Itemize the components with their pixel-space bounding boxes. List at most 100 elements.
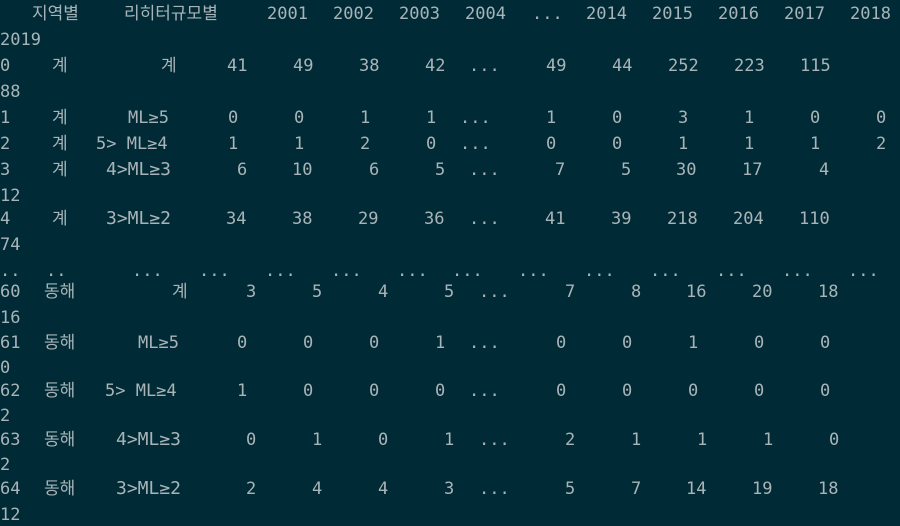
ellipsis-cell: ... [716, 261, 747, 281]
table-cell: 38 [359, 56, 380, 76]
table-cell: 0 [820, 381, 831, 401]
table-cell: 0 [622, 381, 633, 401]
row-wrap: 12 [0, 186, 21, 206]
row-wrap: 0 [0, 358, 11, 378]
table-cell: 0 [622, 333, 633, 353]
table-cell: ... [469, 160, 500, 180]
table-cell: ... [469, 56, 500, 76]
ellipsis-cell: ... [397, 261, 428, 281]
table-cell: 0 [369, 333, 380, 353]
table-cell: 0 [688, 381, 699, 401]
ellipsis-cell: ... [584, 261, 615, 281]
table-cell: 18 [818, 479, 839, 499]
header-year: 2001 [267, 4, 308, 24]
row-region: 동해 [44, 282, 76, 302]
ellipsis-cell: ... [265, 261, 296, 281]
table-cell: 0 [546, 134, 557, 154]
table-cell: 20 [752, 282, 773, 302]
table-cell: 5 [621, 160, 632, 180]
table-cell: 0 [612, 134, 623, 154]
table-cell: 0 [829, 430, 840, 450]
table-cell: 14 [686, 479, 707, 499]
table-cell: 17 [742, 160, 763, 180]
ellipsis-cell: ... [199, 261, 230, 281]
row-magnitude: 4>ML≥3 [106, 159, 172, 180]
table-cell: 29 [358, 209, 379, 229]
table-cell: 252 [668, 56, 699, 76]
ellipsis-cell: ... [650, 261, 681, 281]
table-cell: ... [479, 479, 510, 499]
table-cell: 7 [631, 479, 642, 499]
table-cell: 2 [360, 134, 371, 154]
table-cell: 1 [697, 430, 708, 450]
table-cell: 0 [303, 333, 314, 353]
header-year: 2016 [718, 4, 759, 24]
table-cell: 10 [292, 160, 313, 180]
table-cell: 1 [631, 430, 642, 450]
row-region: 동해 [44, 381, 76, 401]
ellipsis-cell: ... [331, 261, 362, 281]
ellipsis-row-index: .. [0, 261, 21, 281]
table-cell: 1 [312, 430, 323, 450]
header-year: 2017 [784, 4, 825, 24]
row-index: 60 [0, 282, 21, 302]
table-cell: 6 [237, 160, 248, 180]
row-region: 계 [52, 108, 68, 128]
row-index: 64 [0, 479, 21, 499]
table-cell: 1 [810, 134, 821, 154]
table-cell: ... [479, 282, 510, 302]
row-magnitude: 계 [172, 282, 188, 302]
table-cell: 0 [810, 108, 821, 128]
table-cell: 49 [546, 56, 567, 76]
table-cell: 3 [444, 479, 455, 499]
row-region: 동해 [44, 479, 76, 499]
table-cell: 1 [444, 430, 455, 450]
table-cell: 0 [754, 381, 765, 401]
table-cell: 44 [612, 56, 633, 76]
row-region: 동해 [44, 430, 76, 450]
table-cell: ... [460, 134, 491, 154]
row-wrap: 88 [0, 82, 21, 102]
ellipsis-cell: ... [518, 261, 549, 281]
table-cell: 3 [246, 282, 257, 302]
table-cell: 204 [733, 209, 764, 229]
table-cell: 110 [799, 209, 830, 229]
row-index: 61 [0, 333, 21, 353]
header-region: 지역별 [32, 4, 79, 24]
row-region: 동해 [44, 333, 76, 353]
table-cell: 16 [686, 282, 707, 302]
table-cell: 0 [237, 333, 248, 353]
row-index: 63 [0, 430, 21, 450]
table-cell: 0 [303, 381, 314, 401]
table-cell: 5 [444, 282, 455, 302]
row-wrap: 12 [0, 505, 21, 525]
table-cell: 0 [378, 430, 389, 450]
header-magnitude: 리히터규모별 [124, 4, 218, 24]
ellipsis-cell: ... [452, 261, 483, 281]
table-cell: 38 [292, 209, 313, 229]
row-region: 계 [52, 56, 68, 76]
row-index: 0 [0, 56, 11, 76]
table-cell: 41 [227, 56, 248, 76]
header-ellipsis: ... [532, 4, 563, 24]
table-cell: 4 [378, 282, 389, 302]
table-cell: 5 [312, 282, 323, 302]
table-cell: 115 [800, 56, 831, 76]
table-cell: ... [469, 381, 500, 401]
row-magnitude: 3>ML≥2 [106, 208, 172, 229]
ellipsis-cell: ... [132, 261, 163, 281]
table-cell: 0 [754, 333, 765, 353]
table-cell: 34 [226, 209, 247, 229]
table-cell: 0 [246, 430, 257, 450]
table-cell: 0 [876, 108, 887, 128]
table-cell: 18 [818, 282, 839, 302]
row-magnitude: 3>ML≥2 [116, 478, 182, 499]
row-region: 계 [52, 160, 68, 180]
ellipsis-cell: ... [782, 261, 813, 281]
table-cell: 1 [237, 381, 248, 401]
table-cell: 2 [876, 134, 887, 154]
row-index: 3 [0, 160, 11, 180]
row-magnitude: 4>ML≥3 [116, 429, 182, 450]
table-cell: 49 [293, 56, 314, 76]
